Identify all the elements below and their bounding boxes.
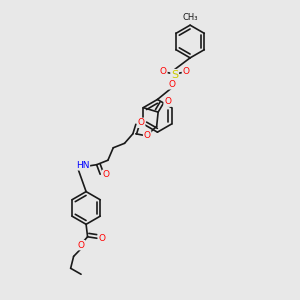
- Text: CH₃: CH₃: [182, 13, 198, 22]
- Text: O: O: [182, 67, 190, 76]
- Text: HN: HN: [76, 161, 89, 170]
- Text: O: O: [164, 97, 171, 106]
- Text: O: O: [168, 80, 175, 89]
- Text: O: O: [98, 234, 105, 243]
- Text: O: O: [144, 131, 151, 140]
- Text: S: S: [171, 70, 178, 80]
- Text: O: O: [77, 241, 85, 250]
- Text: O: O: [138, 118, 145, 127]
- Text: O: O: [160, 67, 167, 76]
- Text: O: O: [103, 170, 110, 179]
